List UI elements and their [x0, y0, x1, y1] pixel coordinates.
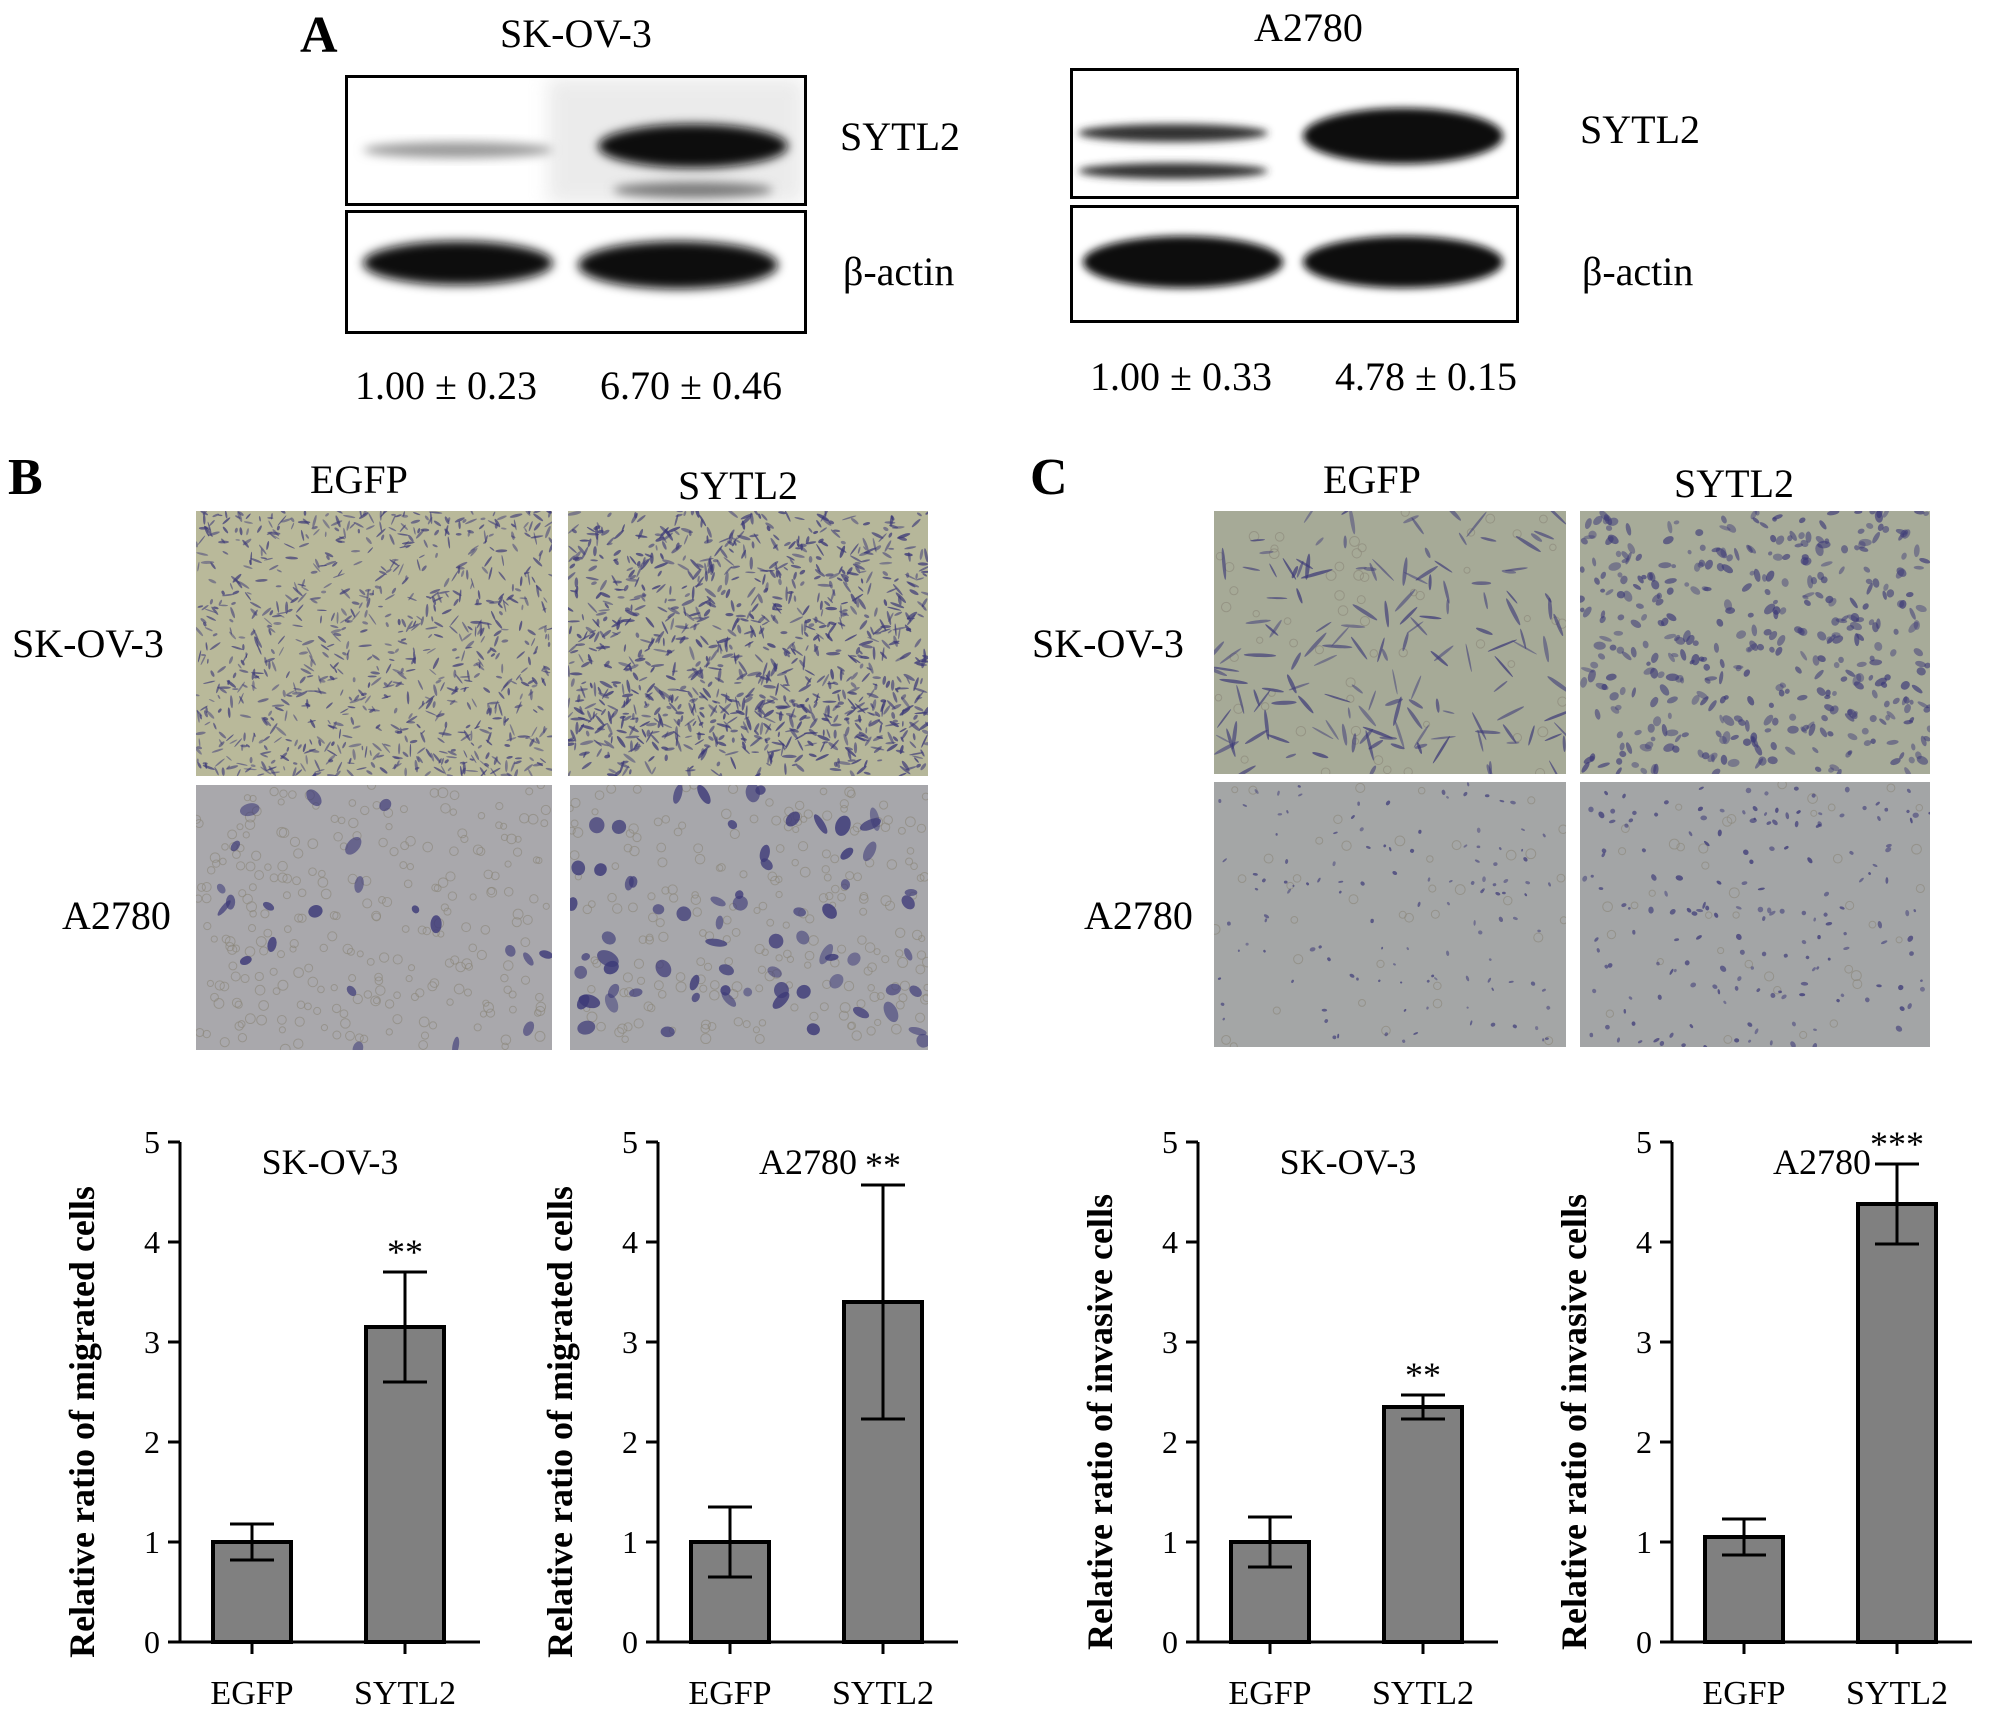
x-tick-label: SYTL2	[1372, 1675, 1474, 1712]
micrograph-invasion-skov3-egfp	[1214, 511, 1566, 774]
western-blot-sytl2-skov3	[345, 75, 807, 206]
y-tick-label: 1	[144, 1524, 160, 1560]
row-label-a2780-b: A2780	[62, 893, 171, 938]
y-axis-label: Relative ratio of invasive cells	[1080, 1194, 1120, 1650]
bar-chart-migration-skov3: 0 1 2 3 4 5 Relative ratio of migrated cells SK…	[60, 1090, 480, 1720]
chart-inset-title: A2780	[1773, 1142, 1871, 1182]
bar-sytl2	[1856, 1202, 1938, 1644]
micrograph-migration-skov3-egfp	[196, 511, 552, 776]
x-tick-label: EGFP	[1228, 1675, 1311, 1712]
x-tick-label: EGFP	[1702, 1675, 1785, 1712]
panel-letter-b: B	[8, 449, 43, 506]
column-label-egfp-b: EGFP	[310, 457, 408, 502]
bar-egfp	[1703, 1535, 1785, 1644]
y-tick-label: 1	[622, 1524, 638, 1560]
x-tick-label: SYTL2	[832, 1675, 934, 1712]
row-label-skov3-b: SK-OV-3	[12, 621, 164, 666]
y-tick-label: 5	[1636, 1124, 1652, 1160]
significance-marker: **	[1405, 1355, 1441, 1395]
x-tick-label: SYTL2	[1846, 1675, 1948, 1712]
y-tick-label: 4	[144, 1224, 160, 1260]
y-tick-label: 5	[144, 1124, 160, 1160]
protein-label-sytl2-skov3: SYTL2	[840, 114, 960, 159]
bar-chart-migration-a2780: 0 1 2 3 4 5 Relative ratio of migrated cells A2…	[538, 1090, 958, 1720]
y-tick-label: 2	[622, 1424, 638, 1460]
error-bar	[230, 1522, 274, 1562]
y-tick-label: 4	[622, 1224, 638, 1260]
y-axis-label: Relative ratio of migrated cells	[62, 1186, 102, 1658]
y-tick-label: 4	[1162, 1224, 1178, 1260]
significance-marker: **	[387, 1232, 423, 1272]
micrograph-invasion-a2780-sytl2	[1580, 782, 1930, 1047]
blot-bands	[363, 78, 804, 203]
blot-title-skov3: SK-OV-3	[500, 11, 652, 56]
y-tick-label: 2	[1162, 1424, 1178, 1460]
panel-letter-c: C	[1030, 449, 1068, 506]
western-blot-actin-skov3	[345, 210, 807, 334]
y-tick-label: 0	[1636, 1624, 1652, 1660]
error-bar	[1401, 1393, 1445, 1421]
significance-marker: **	[865, 1145, 901, 1185]
column-label-sytl2-c: SYTL2	[1674, 461, 1794, 506]
y-tick-label: 3	[1162, 1324, 1178, 1360]
panel-letter-a: A	[300, 7, 338, 64]
significance-marker: ***	[1870, 1124, 1924, 1164]
chart-inset-title: SK-OV-3	[1280, 1142, 1417, 1182]
y-tick-label: 3	[622, 1324, 638, 1360]
column-label-sytl2-b: SYTL2	[678, 463, 798, 508]
error-bar	[1248, 1515, 1292, 1569]
protein-label-actin-skov3: β-actin	[843, 249, 955, 294]
x-tick-label: EGFP	[210, 1675, 293, 1712]
western-blot-sytl2-a2780	[1070, 68, 1519, 199]
column-label-egfp-c: EGFP	[1323, 457, 1421, 502]
error-bar	[1722, 1517, 1766, 1557]
micrograph-migration-a2780-egfp	[196, 785, 552, 1050]
y-tick-label: 0	[144, 1624, 160, 1660]
y-tick-label: 1	[1162, 1524, 1178, 1560]
bar-sytl2	[1382, 1405, 1464, 1644]
blot-title-a2780: A2780	[1254, 5, 1363, 50]
blot-bands	[363, 241, 778, 289]
error-bar	[708, 1505, 752, 1579]
micrograph-invasion-a2780-egfp	[1214, 782, 1566, 1047]
blot-bands	[1083, 236, 1503, 288]
micrograph-invasion-skov3-sytl2	[1580, 511, 1930, 774]
x-tick-label: EGFP	[688, 1675, 771, 1712]
quant-skov3-egfp: 1.00 ± 0.23	[355, 363, 537, 408]
quant-a2780-egfp: 1.00 ± 0.33	[1090, 354, 1272, 399]
y-tick-label: 5	[622, 1124, 638, 1160]
chart-inset-title: A2780	[759, 1142, 857, 1182]
quant-skov3-sytl2: 6.70 ± 0.46	[600, 363, 782, 408]
y-tick-label: 2	[144, 1424, 160, 1460]
y-tick-label: 4	[1636, 1224, 1652, 1260]
micrograph-migration-a2780-sytl2	[570, 785, 928, 1050]
y-tick-label: 0	[1162, 1624, 1178, 1660]
protein-label-actin-a2780: β-actin	[1582, 249, 1694, 294]
error-bar	[383, 1270, 427, 1384]
error-bar	[1875, 1162, 1919, 1246]
y-axis-label: Relative ratio of invasive cells	[1554, 1194, 1594, 1650]
row-label-skov3-c: SK-OV-3	[1032, 621, 1184, 666]
chart-inset-title: SK-OV-3	[262, 1142, 399, 1182]
y-tick-label: 3	[144, 1324, 160, 1360]
bar-chart-invasion-skov3: 0 1 2 3 4 5 Relative ratio of invasive cells SK…	[1078, 1090, 1498, 1720]
error-bar	[861, 1183, 905, 1421]
bar-chart-invasion-a2780: 0 1 2 3 4 5 Relative ratio of invasive cells A2…	[1552, 1090, 2002, 1720]
quant-a2780-sytl2: 4.78 ± 0.15	[1335, 354, 1517, 399]
y-tick-label: 1	[1636, 1524, 1652, 1560]
x-tick-label: SYTL2	[354, 1675, 456, 1712]
western-blot-actin-a2780	[1070, 205, 1519, 323]
y-tick-label: 5	[1162, 1124, 1178, 1160]
protein-label-sytl2-a2780: SYTL2	[1580, 107, 1700, 152]
row-label-a2780-c: A2780	[1084, 893, 1193, 938]
blot-bands	[1078, 108, 1503, 179]
y-tick-label: 0	[622, 1624, 638, 1660]
y-tick-label: 3	[1636, 1324, 1652, 1360]
micrograph-migration-skov3-sytl2	[568, 511, 928, 776]
y-tick-label: 2	[1636, 1424, 1652, 1460]
y-axis-label: Relative ratio of migrated cells	[540, 1186, 580, 1658]
